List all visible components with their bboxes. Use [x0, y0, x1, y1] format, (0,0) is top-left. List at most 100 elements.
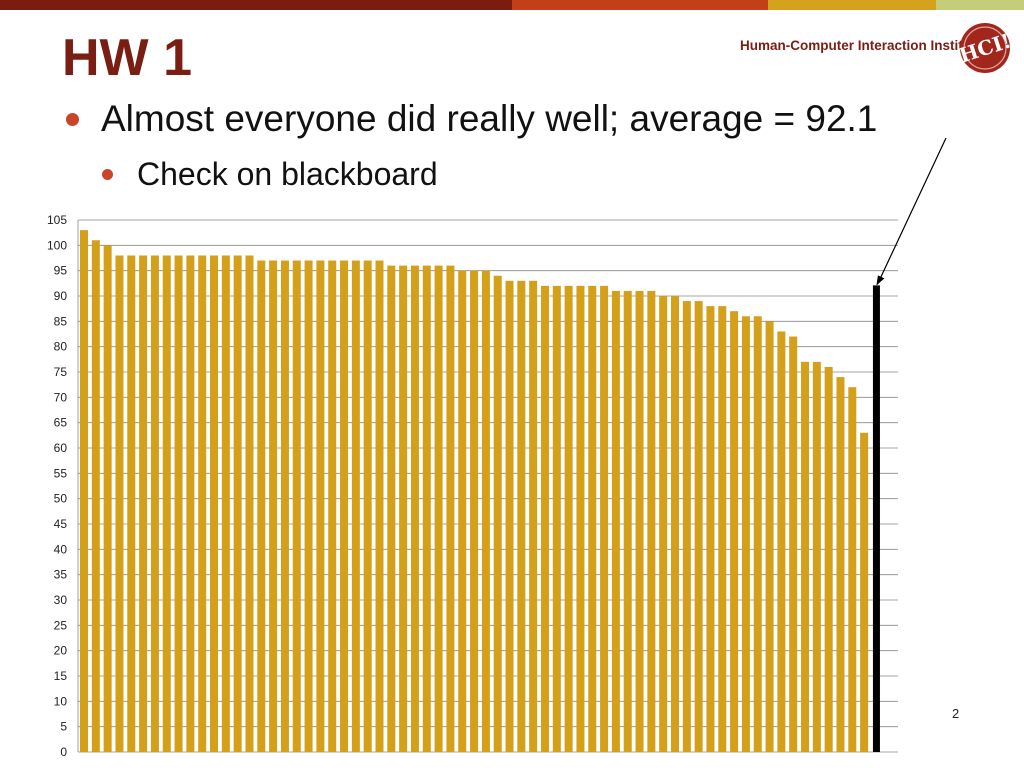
score-bar — [115, 255, 124, 752]
score-bar — [706, 306, 715, 752]
score-bar — [611, 290, 620, 752]
y-tick-label: 65 — [54, 416, 68, 430]
score-bar — [505, 280, 514, 752]
score-bar — [103, 245, 112, 752]
score-bar — [564, 285, 573, 752]
score-bar — [789, 336, 798, 752]
y-tick-label: 25 — [54, 618, 68, 632]
score-bar — [730, 311, 739, 752]
bullet-dot-icon — [66, 112, 79, 126]
y-tick-label: 95 — [54, 264, 68, 278]
chart-bars — [80, 230, 880, 752]
score-bar — [245, 255, 254, 752]
score-bar — [588, 285, 597, 752]
score-bar — [410, 265, 419, 752]
hcii-logo: Human-Computer Interaction Institute HCI… — [740, 18, 1020, 78]
score-bar — [210, 255, 219, 752]
top-color-band — [0, 0, 1024, 10]
y-tick-label: 60 — [54, 441, 68, 455]
score-bar — [198, 255, 207, 752]
bullet-point-2: Check on blackboard — [102, 154, 438, 194]
y-tick-label: 10 — [54, 694, 68, 708]
score-bar — [233, 255, 242, 752]
score-bar — [848, 387, 857, 752]
score-bar — [399, 265, 408, 752]
score-bar — [340, 260, 349, 752]
score-bar — [600, 285, 609, 752]
score-bar — [659, 296, 668, 752]
score-bar — [186, 255, 195, 752]
bullet-text-1: Almost everyone did really well; average… — [101, 98, 878, 139]
band-segment — [936, 0, 1024, 10]
score-bar — [328, 260, 337, 752]
score-bar — [481, 270, 490, 752]
score-bar — [718, 306, 727, 752]
y-tick-label: 5 — [60, 720, 67, 734]
score-bar — [777, 331, 786, 752]
score-bar — [765, 321, 774, 752]
y-tick-label: 80 — [54, 340, 68, 354]
score-bar — [91, 240, 100, 752]
score-bar — [387, 265, 396, 752]
score-bar — [671, 296, 679, 752]
y-tick-label: 85 — [54, 314, 68, 328]
y-tick-label: 75 — [54, 365, 68, 379]
score-bar — [517, 280, 526, 752]
bullet-point-1: Almost everyone did really well; average… — [66, 96, 877, 142]
band-segment — [512, 0, 768, 10]
y-tick-label: 20 — [54, 644, 68, 658]
score-bar — [139, 255, 148, 752]
score-bar — [269, 260, 278, 752]
score-bar — [741, 316, 750, 752]
y-tick-label: 45 — [54, 517, 68, 531]
score-bar — [552, 285, 561, 752]
score-bar — [824, 366, 833, 752]
band-segment — [768, 0, 936, 10]
score-bar — [127, 255, 136, 752]
page-number: 2 — [952, 706, 960, 721]
average-annotation — [876, 137, 947, 286]
y-tick-label: 70 — [54, 390, 68, 404]
score-bar — [80, 230, 88, 752]
score-bar — [647, 290, 656, 752]
score-bar — [458, 270, 467, 752]
score-bar — [694, 301, 703, 752]
score-bar — [623, 290, 632, 752]
y-tick-label: 0 — [60, 745, 67, 759]
y-tick-label: 100 — [47, 238, 67, 252]
score-bar — [162, 255, 171, 752]
score-bar — [375, 260, 384, 752]
bullet-dot-icon — [102, 168, 113, 180]
band-segment — [0, 0, 512, 10]
score-bar — [292, 260, 301, 752]
score-bar — [635, 290, 644, 752]
score-bar — [836, 377, 845, 752]
annotation-arrow-line — [876, 137, 947, 285]
score-bar — [753, 316, 762, 752]
y-tick-label: 55 — [54, 466, 68, 480]
score-bar — [801, 361, 810, 752]
score-bar — [351, 260, 360, 752]
score-bar — [280, 260, 289, 752]
logo-text: Human-Computer Interaction Institute — [740, 38, 984, 53]
y-tick-label: 90 — [54, 289, 68, 303]
score-bar — [221, 255, 230, 752]
score-bar — [812, 361, 821, 752]
y-tick-label: 50 — [54, 492, 68, 506]
score-bar — [860, 432, 869, 752]
score-bar — [529, 280, 538, 752]
score-bar — [446, 265, 455, 752]
score-bar — [434, 265, 443, 752]
hci-seal-icon: HCI! — [956, 23, 1014, 73]
score-bar — [540, 285, 549, 752]
score-bar — [682, 301, 691, 752]
bullet-text-2: Check on blackboard — [137, 155, 438, 192]
score-bar — [363, 260, 372, 752]
y-tick-label: 35 — [54, 568, 68, 582]
slide-title: HW 1 — [62, 29, 192, 87]
y-tick-label: 30 — [54, 593, 68, 607]
y-tick-label: 15 — [54, 669, 68, 683]
score-bar — [576, 285, 585, 752]
score-bar — [316, 260, 325, 752]
